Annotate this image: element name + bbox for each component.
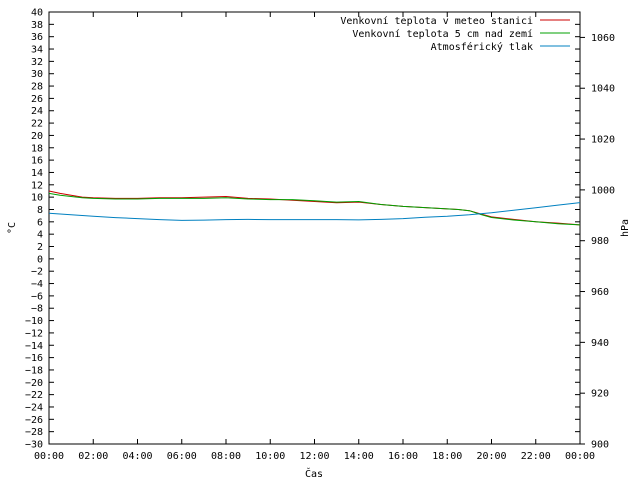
y-left-tick-label: 30 (31, 69, 43, 80)
x-tick-label: 14:00 (344, 451, 374, 462)
y-axis-label-left: °C (7, 222, 18, 234)
y-left-tick-label: −20 (25, 378, 43, 389)
y-left-tick-label: −12 (25, 328, 43, 339)
y-left-tick-label: −4 (31, 279, 43, 290)
y-left-tick-label: 36 (31, 32, 43, 43)
y-left-tick-label: 12 (31, 180, 43, 191)
series-line-3 (48, 202, 581, 221)
y-left-tick-label: −30 (25, 440, 43, 451)
plot-frame (48, 11, 581, 445)
y-left-tick-label: 16 (31, 156, 43, 167)
y-right-tick-label: 960 (591, 287, 609, 298)
y-left-tick-label: 6 (37, 217, 43, 228)
y-left-tick-label: −26 (25, 415, 43, 426)
y-right-tick-label: 1040 (591, 84, 615, 95)
x-tick-label: 10:00 (255, 451, 285, 462)
y-axis-label-right: hPa (620, 219, 631, 237)
y-left-tick-label: 26 (31, 94, 43, 105)
y-right-tick-label: 1020 (591, 135, 615, 146)
y-left-tick-label: 32 (31, 57, 43, 68)
x-axis-label: Čas (305, 467, 323, 480)
y-left-tick-label: −24 (25, 402, 43, 413)
x-tick-label: 02:00 (78, 451, 108, 462)
x-tick-label: 22:00 (521, 451, 551, 462)
y-left-tick-label: 2 (37, 242, 43, 253)
y-left-tick-label: 4 (37, 230, 43, 241)
x-tick-label: 00:00 (34, 451, 64, 462)
y-left-tick-label: −28 (25, 427, 43, 438)
y-left-tick-label: 10 (31, 193, 43, 204)
x-tick-label: 12:00 (299, 451, 329, 462)
y-right-tick-label: 940 (591, 338, 609, 349)
x-tick-label: 20:00 (476, 451, 506, 462)
y-right-tick-label: 980 (591, 236, 609, 247)
legend: Venkovní teplota v meteo staniciVenkovní… (340, 15, 570, 53)
x-tick-label: 16:00 (388, 451, 418, 462)
y-left-tick-label: 24 (31, 106, 43, 117)
y-left-tick-label: −2 (31, 267, 43, 278)
y-left-tick-label: −14 (25, 341, 43, 352)
y-left-tick-label: 0 (37, 254, 43, 265)
y-left-tick-label: 14 (31, 168, 43, 179)
y-left-tick-label: 20 (31, 131, 43, 142)
y-left-tick-label: −6 (31, 291, 43, 302)
y-left-tick-label: −18 (25, 365, 43, 376)
y-left-tick-label: −8 (31, 304, 43, 315)
legend-label-3: Atmosférický tlak (431, 41, 533, 53)
y-left-tick-label: 8 (37, 205, 43, 216)
y-left-tick-label: 28 (31, 82, 43, 93)
x-tick-label: 06:00 (167, 451, 197, 462)
y-right-tick-label: 1000 (591, 185, 615, 196)
x-tick-label: 04:00 (122, 451, 152, 462)
x-tick-label: 08:00 (211, 451, 241, 462)
y-right-tick-label: 900 (591, 440, 609, 451)
x-tick-label: 18:00 (432, 451, 462, 462)
series-line-1 (48, 190, 581, 226)
y-right-tick-label: 920 (591, 389, 609, 400)
y-left-tick-label: 40 (31, 8, 43, 19)
y-left-tick-label: 22 (31, 119, 43, 130)
x-tick-label: 00:00 (565, 451, 595, 462)
legend-label-2: Venkovní teplota 5 cm nad zemí (352, 28, 533, 40)
legend-label-1: Venkovní teplota v meteo stanici (340, 15, 533, 27)
y-left-tick-label: −22 (25, 390, 43, 401)
axes: −30−28−26−24−22−20−18−16−14−12−10−8−6−4−… (25, 8, 615, 463)
series-lines (48, 190, 581, 226)
y-left-tick-label: −16 (25, 353, 43, 364)
y-left-tick-label: 34 (31, 45, 43, 56)
y-left-tick-label: 38 (31, 20, 43, 31)
y-left-tick-label: −10 (25, 316, 43, 327)
y-right-tick-label: 1060 (591, 33, 615, 44)
y-left-tick-label: 18 (31, 143, 43, 154)
series-line-2 (48, 192, 581, 226)
